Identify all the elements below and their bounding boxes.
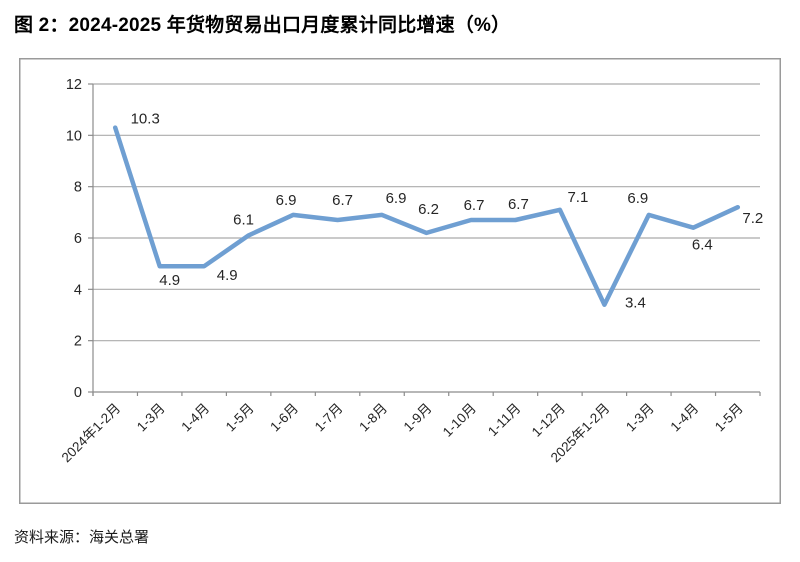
data-label: 3.4 bbox=[625, 295, 646, 312]
y-axis-label: 12 bbox=[66, 77, 82, 93]
y-axis-label: 4 bbox=[74, 282, 82, 298]
figure-title: 图 2：2024-2025 年货物贸易出口月度累计同比增速（%） bbox=[14, 15, 511, 36]
y-axis-label: 0 bbox=[74, 385, 82, 401]
data-label: 6.2 bbox=[418, 201, 439, 218]
y-axis-label: 10 bbox=[66, 128, 82, 144]
data-label: 10.3 bbox=[131, 111, 160, 128]
series-line bbox=[112, 125, 741, 307]
y-axis-label: 2 bbox=[74, 334, 82, 350]
data-label: 6.1 bbox=[233, 211, 254, 228]
y-axis-label: 6 bbox=[74, 231, 82, 247]
data-label: 6.4 bbox=[692, 237, 713, 254]
data-label: 6.9 bbox=[276, 192, 297, 209]
data-label: 6.9 bbox=[627, 190, 648, 207]
data-label: 7.2 bbox=[742, 210, 763, 227]
data-label: 6.7 bbox=[332, 192, 353, 209]
chart-frame: 0 2 4 6 8 10 12 2024年1-2月 1-3月 1-4月 1-5月 1-6月 1-7月 1-… bbox=[19, 58, 781, 504]
data-label: 7.1 bbox=[567, 189, 588, 206]
source-text: 资料来源：海关总署 bbox=[14, 529, 150, 546]
data-label: 4.9 bbox=[159, 272, 180, 289]
data-label: 6.7 bbox=[464, 197, 485, 214]
y-axis-label: 8 bbox=[74, 180, 82, 196]
data-label: 6.9 bbox=[386, 190, 407, 207]
data-label: 6.7 bbox=[508, 196, 529, 213]
data-label: 4.9 bbox=[217, 267, 238, 284]
plot-frame-border bbox=[19, 58, 781, 504]
